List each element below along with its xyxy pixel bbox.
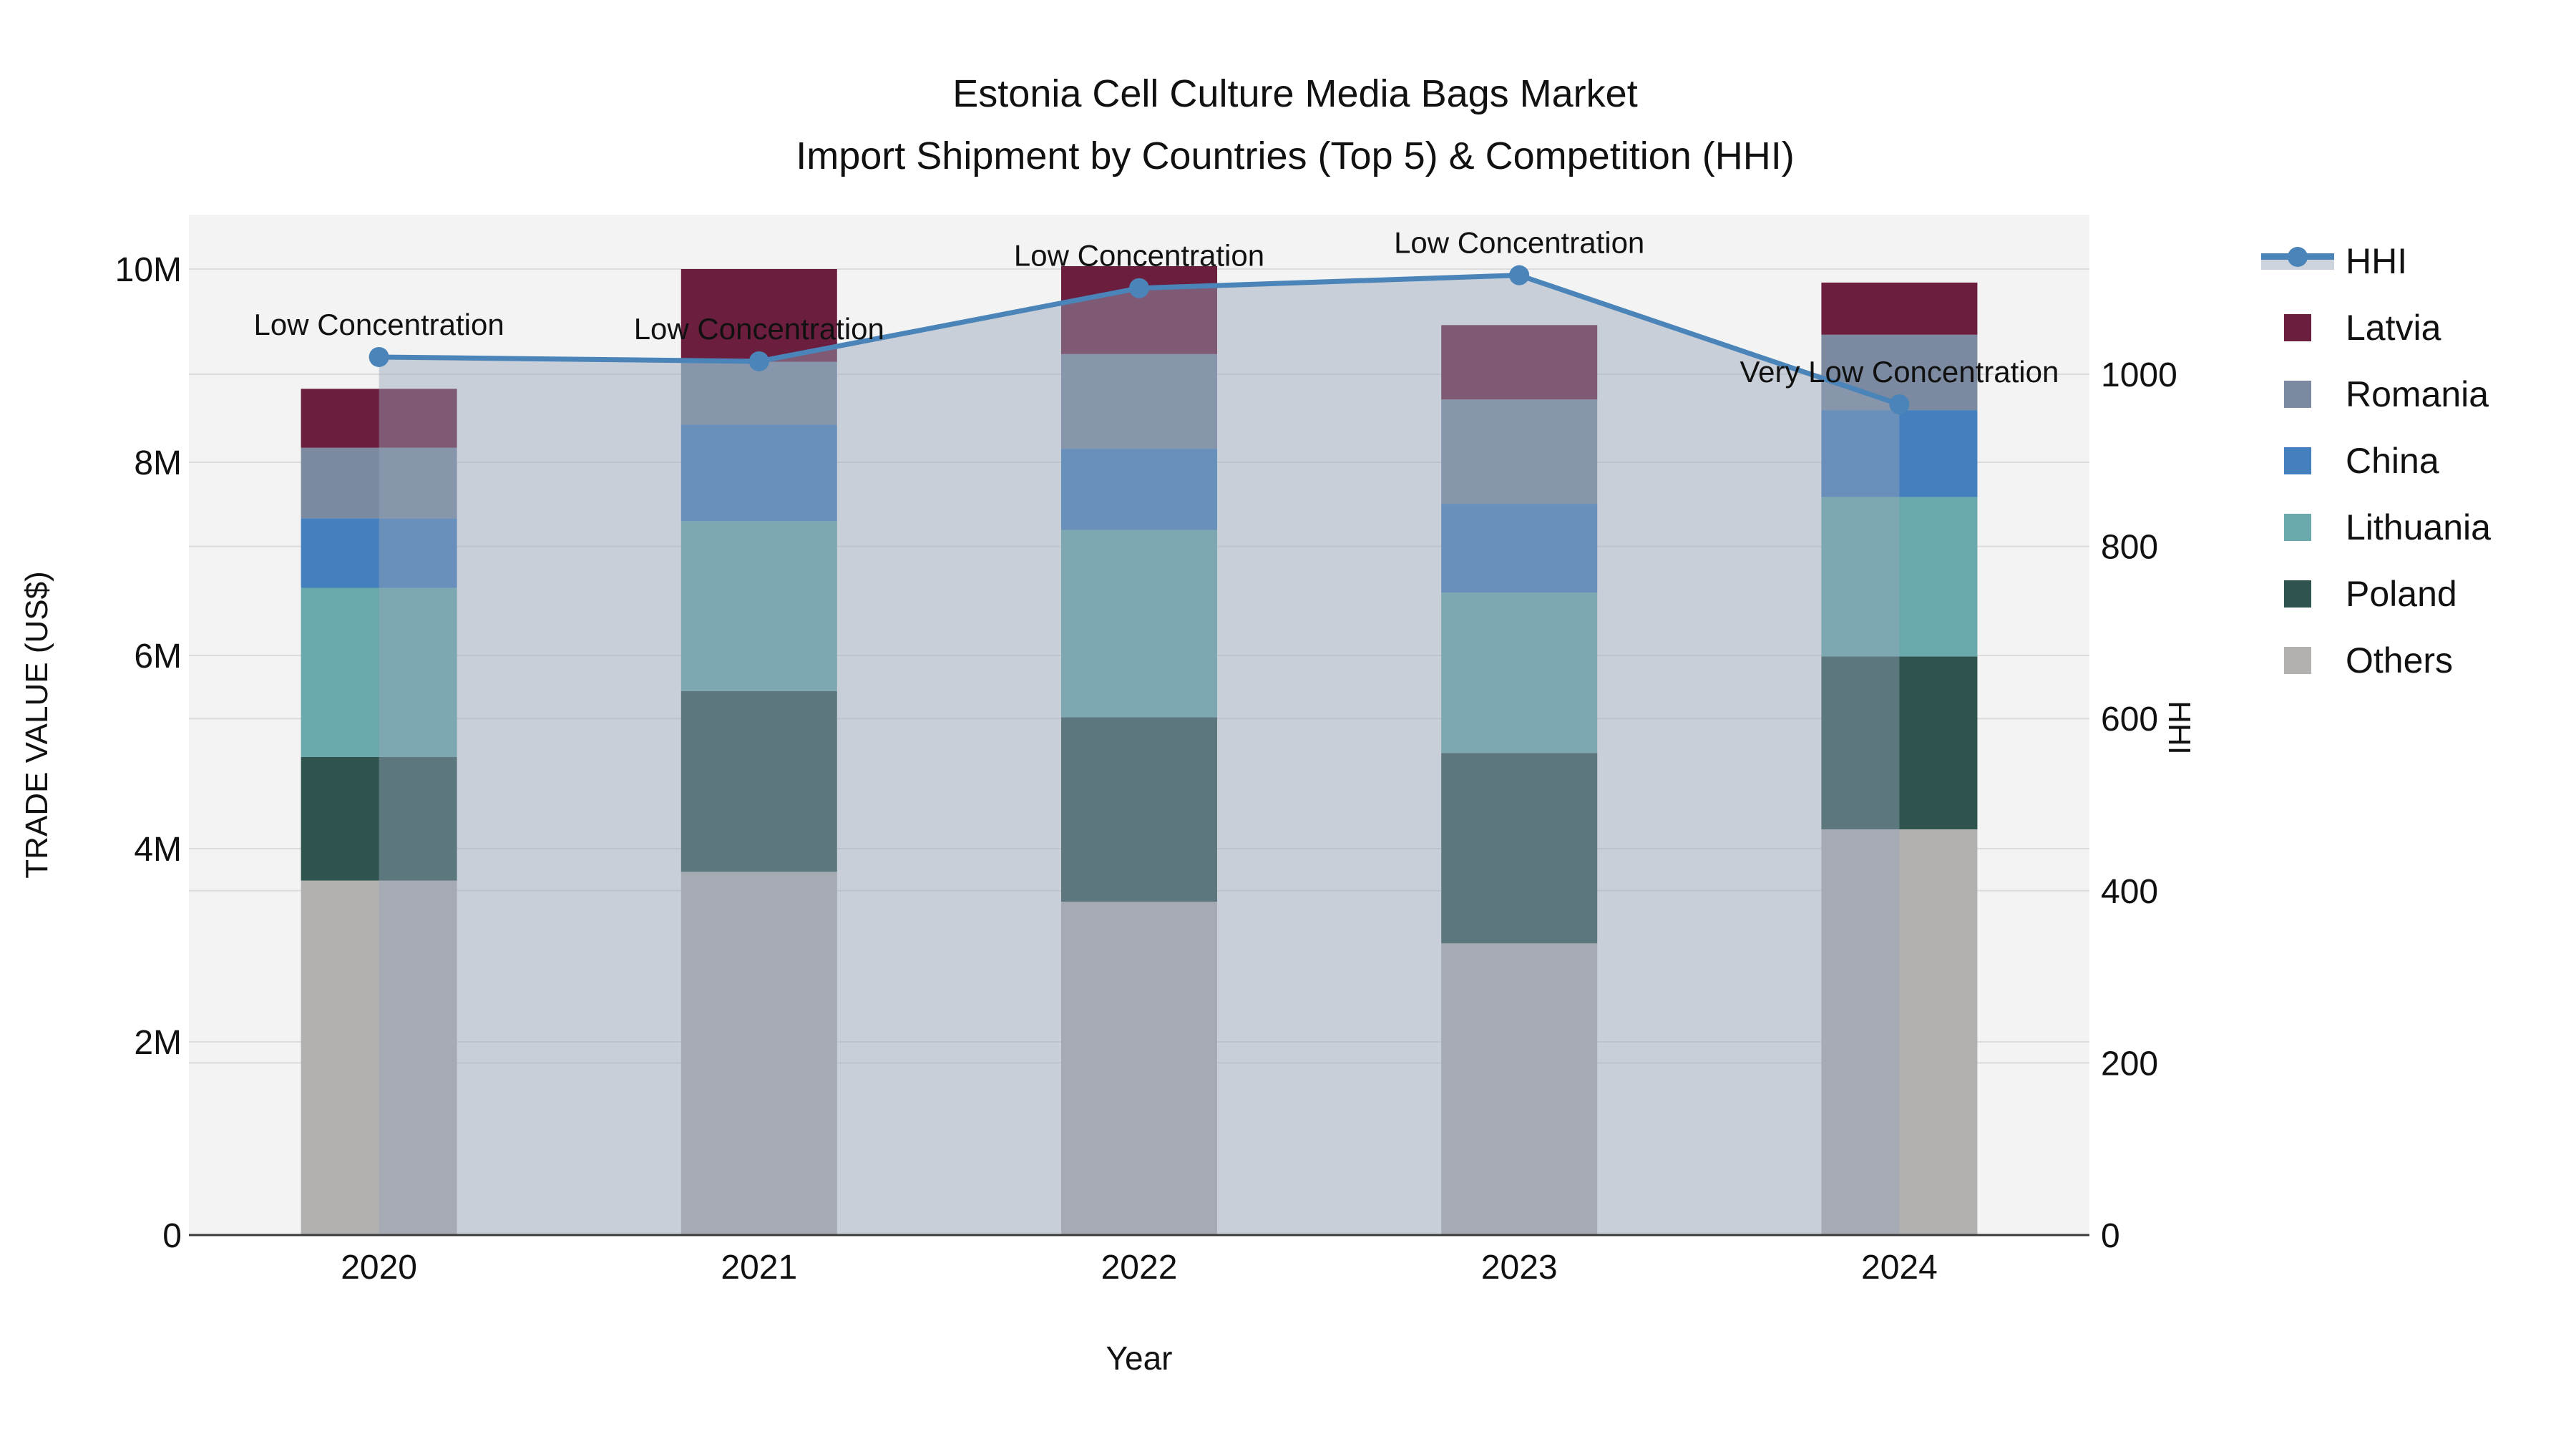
y-right-tick-label: 1000 [2101,356,2177,394]
chart-title-line2: Import Shipment by Countries (Top 5) & C… [796,135,1795,178]
bar-segment-latvia-2020[interactable] [301,389,457,448]
hhi-area [379,275,1900,1235]
x-tick-label: 2021 [721,1249,797,1287]
y-left-axis-title: TRADE VALUE (US$) [19,571,54,879]
bar-segment-poland-2022[interactable] [1061,717,1217,902]
bar-segment-china-2023[interactable] [1441,504,1598,593]
legend-label: Latvia [2346,307,2441,348]
annotation-2021: Low Concentration [634,312,884,346]
annotation-2023: Low Concentration [1394,226,1644,260]
bar-segment-china-2021[interactable] [680,424,837,522]
legend-label: China [2346,440,2439,481]
bar-segment-poland-2021[interactable] [680,691,837,872]
bar-segment-romania-2021[interactable] [680,361,837,425]
legend-item-poland[interactable]: Poland [2261,560,2491,627]
hhi-marker-2021[interactable] [748,351,769,371]
legend-swatch-lithuania [2284,513,2311,541]
y-right-tick-label: 600 [2101,701,2158,738]
legend-label: Poland [2346,573,2457,614]
x-tick-label: 2023 [1481,1249,1558,1287]
legend-swatch-poland [2284,580,2311,608]
x-tick-label: 2024 [1861,1249,1938,1287]
legend-item-others[interactable]: Others [2261,627,2491,693]
y-left-tick-label: 2M [134,1024,182,1062]
legend-swatch-others [2284,646,2311,674]
chart-title-line1: Estonia Cell Culture Media Bags Market [952,72,1638,115]
bar-segment-china-2022[interactable] [1061,449,1217,530]
y-right-tick-label: 0 [2101,1217,2120,1255]
legend-item-romania[interactable]: Romania [2261,361,2491,427]
bar-segment-poland-2023[interactable] [1441,753,1598,944]
bar-segment-china-2024[interactable] [1821,410,1978,497]
legend-item-lithuania[interactable]: Lithuania [2261,494,2491,560]
annotation-2024: Very Low Concentration [1740,355,2059,389]
bar-segment-lithuania-2020[interactable] [301,587,457,757]
hhi-marker-2023[interactable] [1509,265,1530,286]
annotation-2022: Low Concentration [1014,239,1264,273]
x-tick-label: 2022 [1101,1249,1178,1287]
bar-segment-lithuania-2022[interactable] [1061,530,1217,718]
bar-segment-lithuania-2021[interactable] [680,521,837,691]
legend-label: Others [2346,640,2454,680]
x-tick-label: 2020 [341,1249,417,1287]
y-right-tick-label: 200 [2101,1045,2158,1083]
annotation-2020: Low Concentration [253,308,504,341]
x-axis-title: Year [1106,1340,1173,1377]
legend-label: HHI [2346,240,2408,281]
legend-label: Romania [2346,374,2489,414]
bar-segment-others-2022[interactable] [1061,902,1217,1235]
y-left-tick-label: 10M [115,251,182,289]
hhi-marker-sample [2288,246,2308,267]
bar-segment-latvia-2023[interactable] [1441,325,1598,400]
bar-segment-lithuania-2024[interactable] [1821,497,1978,657]
y-left-tick-label: 6M [134,638,182,675]
legend-swatch-romania [2284,380,2311,408]
hhi-marker-2024[interactable] [1889,394,1910,415]
bar-segment-others-2020[interactable] [301,880,457,1235]
bar-segment-others-2021[interactable] [680,872,837,1235]
y-right-tick-label: 800 [2101,529,2158,567]
bar-segment-poland-2020[interactable] [301,756,457,881]
bar-segment-others-2024[interactable] [1821,829,1978,1235]
hhi-line-sample-icon [2261,246,2334,275]
legend-swatch-china [2284,447,2311,474]
bar-segment-china-2020[interactable] [301,518,457,588]
bar-segment-others-2023[interactable] [1441,943,1598,1235]
legend-swatch-latvia [2284,313,2311,341]
bar-segment-latvia-2024[interactable] [1821,282,1978,335]
hhi-marker-2022[interactable] [1129,278,1149,298]
bar-segment-poland-2024[interactable] [1821,656,1978,829]
legend: HHI Latvia Romania China Lithuania Polan… [2261,228,2491,693]
chart-title: Estonia Cell Culture Media Bags Market I… [189,63,2401,188]
bar-segment-romania-2022[interactable] [1061,353,1217,449]
y-left-tick-label: 4M [134,831,182,869]
bar-segment-latvia-2021[interactable] [680,269,837,362]
y-left-tick-label: 0 [162,1217,182,1255]
legend-label: Lithuania [2346,507,2491,547]
bar-segment-romania-2023[interactable] [1441,399,1598,504]
legend-item-latvia[interactable]: Latvia [2261,294,2491,361]
y-right-axis-title: HHI [2162,701,2197,755]
bar-segment-lithuania-2023[interactable] [1441,592,1598,753]
bar-segment-romania-2020[interactable] [301,447,457,519]
legend-item-hhi[interactable]: HHI [2261,228,2491,294]
y-right-tick-label: 400 [2101,873,2158,911]
hhi-marker-2020[interactable] [369,346,389,367]
y-left-tick-label: 8M [134,444,182,482]
legend-item-china[interactable]: China [2261,427,2491,494]
